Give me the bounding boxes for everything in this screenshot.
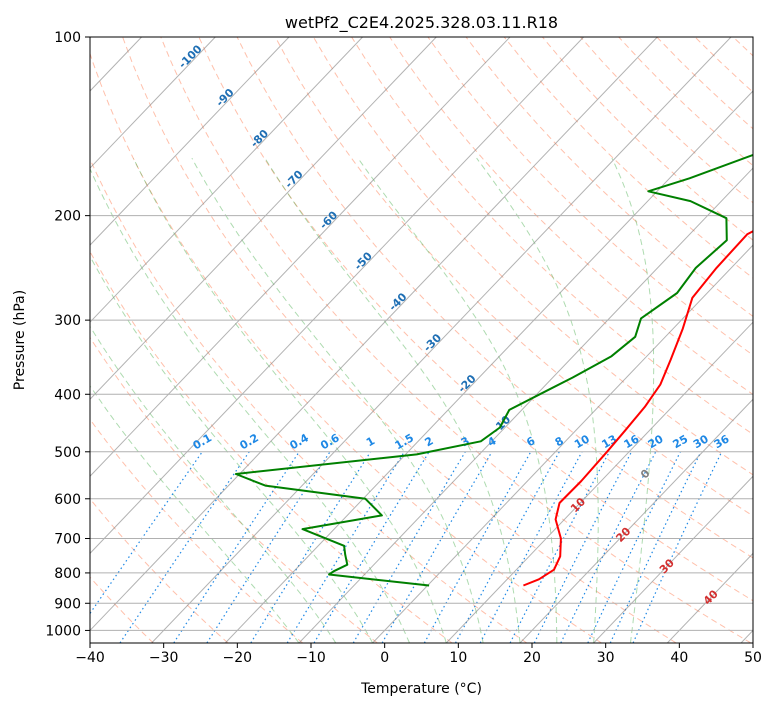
x-tick-label: 40 — [670, 650, 688, 666]
dry-adiabat-line — [90, 157, 528, 643]
mixing-ratio-line — [479, 451, 583, 643]
x-tick-label: 10 — [449, 650, 467, 666]
y-tick-label: 500 — [54, 445, 81, 461]
y-axis-label: Pressure (hPa) — [12, 290, 28, 390]
y-tick-label: 700 — [54, 532, 81, 548]
mixing-ratio-line — [206, 451, 331, 643]
dry-adiabat-line — [90, 336, 378, 643]
y-tick-label: 600 — [54, 492, 81, 508]
x-axis-label: Temperature (°C) — [360, 681, 482, 697]
x-tick-label: 30 — [597, 650, 615, 666]
mixing-ratio-line — [286, 451, 405, 643]
dry-adiabat-line — [90, 418, 304, 643]
mixing-ratio-line — [352, 451, 466, 643]
profile-series — [234, 153, 753, 587]
isotherm-line — [519, 398, 753, 643]
pressure-gridlines — [90, 37, 753, 631]
isotherm-line — [445, 321, 753, 643]
y-tick-label: 900 — [54, 596, 81, 612]
mixing-ratio-lines — [90, 451, 723, 643]
y-tick-label: 800 — [54, 566, 81, 582]
dewpoint-line — [234, 153, 753, 587]
isotherm-line — [90, 37, 363, 323]
x-tick-label: 20 — [523, 650, 541, 666]
y-tick-label: 100 — [54, 30, 81, 46]
y-tick-label: 1000 — [45, 623, 81, 639]
mixing-ratio-line — [90, 451, 203, 615]
mixing-ratio-line — [313, 451, 430, 643]
y-axis: 100 200 300 400 500 600 700 800 900 1000 — [45, 30, 90, 639]
isotherm-line — [224, 90, 753, 643]
x-tick-label: −30 — [149, 650, 179, 666]
dry-adiabats — [90, 37, 753, 643]
mixing-ratio-line — [119, 451, 250, 643]
x-tick-label: 50 — [744, 650, 762, 666]
mixing-ratio-line — [587, 451, 681, 643]
dry-adiabat-line — [198, 37, 753, 602]
isotherm-line — [90, 37, 658, 632]
mixing-ratio-line — [560, 451, 657, 643]
dry-adiabat-line — [351, 37, 753, 435]
isotherm-line — [372, 244, 753, 643]
x-axis: −40 −30 −20 −10 0 10 20 30 40 50 — [75, 643, 762, 666]
x-tick-label: −10 — [296, 650, 326, 666]
plot-frame — [89, 36, 754, 644]
isotherm-line — [90, 37, 216, 169]
dry-adiabat-line — [274, 37, 753, 517]
dry-adiabat-line — [389, 37, 753, 396]
temperature-line — [523, 230, 753, 587]
mixing-ratio-line — [454, 451, 560, 643]
moist-adiabat-line — [357, 157, 558, 643]
dry-adiabat-line — [236, 37, 753, 559]
x-tick-label: −40 — [75, 650, 105, 666]
mixing-ratio-line — [609, 451, 702, 643]
moist-adiabat-line — [264, 157, 521, 643]
x-tick-label: 0 — [380, 650, 389, 666]
y-tick-label: 400 — [54, 387, 81, 403]
isotherm-line — [593, 475, 753, 643]
isotherm-line — [90, 37, 584, 555]
dry-adiabat-line — [90, 250, 453, 643]
isotherms — [90, 37, 753, 643]
moist-adiabat-line — [611, 157, 655, 643]
isotherm-line — [90, 37, 290, 246]
mixing-ratio-line — [173, 451, 300, 643]
y-tick-label: 200 — [54, 209, 81, 225]
chart-title: wetPf2_C2E4.2025.328.03.11.R18 — [285, 13, 558, 33]
y-tick-label: 300 — [54, 313, 81, 329]
x-tick-label: −20 — [223, 650, 253, 666]
dry-adiabat-line — [90, 498, 229, 643]
moist-adiabat-line — [476, 157, 599, 643]
isotherm-line — [90, 37, 511, 478]
dry-adiabat-line — [312, 37, 753, 476]
isotherm-line — [90, 37, 437, 400]
dry-adiabat-line — [90, 52, 602, 643]
isotherm-line — [151, 37, 732, 643]
isotherm-line — [298, 167, 753, 643]
dry-adiabat-line — [160, 37, 752, 643]
mixing-ratio-line — [250, 451, 372, 643]
